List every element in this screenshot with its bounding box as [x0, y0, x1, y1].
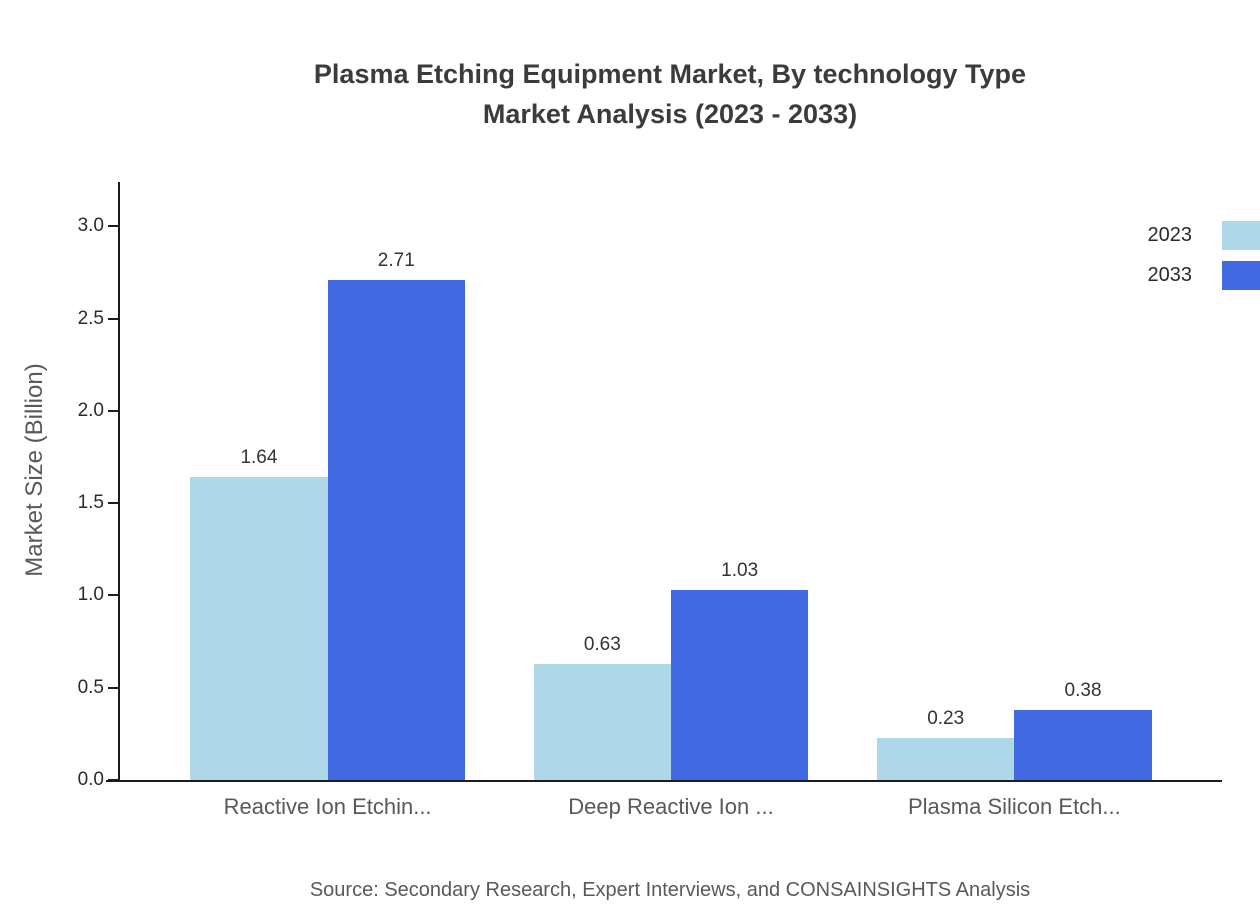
plot-area: 0.0 0.5 1.0 1.5 2.0 2.5 3.0 Reactive Ion Etchin… [78, 182, 1222, 819]
bar-value-label: 1.03 [721, 559, 759, 581]
title-block: Plasma Etching Equipment Market, By tech… [80, 54, 1260, 134]
y-tick-label: 1.5 [77, 492, 104, 514]
y-tick-mark [108, 225, 118, 228]
legend-item-2033: 2033 [1148, 261, 1260, 290]
y-tick-mark [108, 317, 118, 320]
y-tick-mark [108, 686, 118, 689]
y-tick-label: 0.5 [77, 676, 104, 698]
bar-2023 [877, 737, 1015, 780]
legend-swatch [1222, 261, 1260, 290]
y-axis-label: Market Size (Billion) [21, 363, 48, 577]
legend-item-2023: 2023 [1148, 221, 1260, 250]
y-tick-mark [108, 502, 118, 505]
y-tick-label: 1.0 [77, 584, 104, 606]
y-tick-label: 3.0 [77, 215, 104, 237]
bar-2033 [671, 589, 809, 780]
bar-2033 [327, 279, 465, 780]
x-tick-label: Reactive Ion Etchin... [223, 794, 432, 819]
legend-label: 2023 [1147, 224, 1193, 246]
y-tick-mark [108, 594, 118, 597]
bar-value-label: 0.23 [927, 707, 965, 729]
y-tick-mark [108, 779, 118, 781]
bar-2023 [533, 663, 671, 780]
bar-2023 [190, 477, 328, 780]
x-tick-label: Plasma Silicon Etch... [908, 794, 1121, 819]
legend-swatch [1222, 221, 1260, 250]
y-tick-label: 0.0 [77, 769, 104, 790]
bar-value-label: 0.38 [1064, 679, 1102, 701]
y-tick-mark [108, 409, 118, 412]
y-tick-label: 2.0 [77, 399, 104, 421]
bar-value-label: 0.63 [583, 633, 621, 655]
y-tick-label: 2.5 [77, 307, 104, 329]
bar-2033 [1014, 709, 1152, 780]
legend: 2023 2033 [1148, 221, 1260, 301]
x-tick-label: Deep Reactive Ion ... [568, 794, 774, 819]
source-note: Source: Secondary Research, Expert Inter… [309, 879, 1031, 901]
chart-subtitle: Market Analysis (2023 - 2033) [482, 99, 858, 129]
bar-value-label: 1.64 [240, 447, 278, 469]
chart-title: Plasma Etching Equipment Market, By tech… [313, 59, 1027, 89]
legend-label: 2033 [1147, 264, 1193, 286]
bar-value-label: 2.71 [377, 249, 415, 271]
